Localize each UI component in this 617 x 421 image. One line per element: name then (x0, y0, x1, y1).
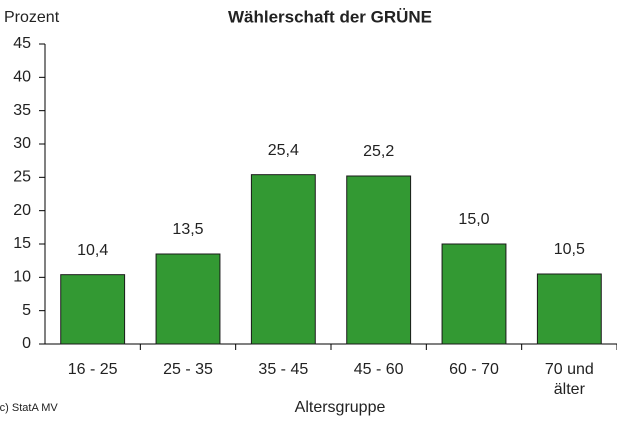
value-label: 10,5 (554, 241, 585, 258)
value-label: 25,4 (268, 142, 299, 159)
value-label: 10,4 (77, 242, 108, 259)
bar (536, 273, 602, 345)
y-tick-label: 10 (13, 269, 31, 286)
y-axis-label: Prozent (4, 9, 60, 26)
y-tick-label: 5 (22, 302, 31, 319)
value-label: 25,2 (363, 143, 394, 160)
y-tick-label: 20 (13, 202, 31, 219)
y-tick-label: 35 (13, 102, 31, 119)
y-tick-label: 30 (13, 135, 31, 152)
y-tick-label: 45 (13, 35, 31, 52)
bar (250, 174, 316, 345)
x-tick-label: 16 - 25 (67, 361, 118, 378)
bar (346, 175, 412, 345)
bar (155, 253, 221, 345)
bar (60, 274, 126, 345)
x-tick-label: 60 - 70 (449, 361, 499, 378)
x-tick-label: 45 - 60 (353, 361, 404, 378)
x-tick-label: 25 - 35 (163, 361, 213, 378)
bar (441, 243, 507, 345)
x-tick-label: 35 - 45 (258, 361, 309, 378)
x-tick-label: 70 und älter (544, 361, 594, 398)
y-tick-label: 15 (13, 235, 31, 252)
x-axis-label: Altersgruppe (295, 399, 386, 416)
chart-title: Wählerschaft der GRÜNE (228, 7, 432, 26)
value-label: 15,0 (458, 211, 489, 228)
source: (c) StatA MV (0, 402, 58, 414)
value-label: 13,5 (172, 221, 203, 238)
y-tick-label: 0 (22, 335, 31, 352)
y-tick-label: 25 (13, 169, 31, 186)
y-tick-label: 40 (13, 69, 31, 86)
